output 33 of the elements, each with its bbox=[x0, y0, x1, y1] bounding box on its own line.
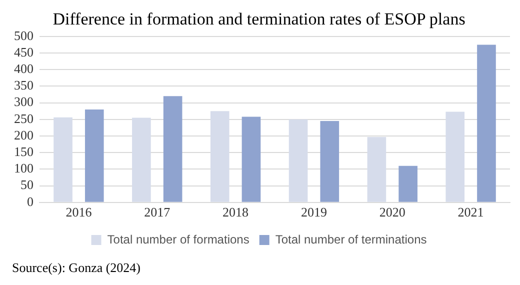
x-tick-label: 2017 bbox=[144, 204, 171, 220]
source-note: Source(s): Gonza (2024) bbox=[11, 260, 142, 276]
legend-label: Total number of terminations bbox=[275, 232, 427, 246]
bar bbox=[398, 166, 418, 202]
y-tick-label: 250 bbox=[14, 110, 34, 126]
y-tick-label: 0 bbox=[27, 194, 34, 209]
y-tick-label: 500 bbox=[14, 28, 34, 43]
legend-label: Total number of formations bbox=[107, 232, 250, 246]
bar bbox=[54, 117, 72, 202]
y-tick-label: 350 bbox=[14, 78, 34, 93]
bar bbox=[320, 121, 340, 202]
bar bbox=[84, 109, 104, 202]
y-tick-label: 400 bbox=[14, 61, 34, 76]
y-tick-label: 150 bbox=[14, 144, 34, 160]
x-tick-label: 2018 bbox=[222, 204, 249, 220]
y-tick-label: 300 bbox=[14, 94, 34, 110]
x-tick-label: 2019 bbox=[300, 204, 327, 220]
bar bbox=[477, 44, 496, 202]
y-tick-label: 450 bbox=[14, 44, 34, 60]
bar bbox=[288, 119, 308, 202]
bar bbox=[446, 112, 465, 202]
y-tick-label: 50 bbox=[20, 177, 34, 192]
bar bbox=[163, 96, 182, 202]
bar bbox=[210, 111, 230, 202]
chart-title: Difference in formation and termination rates of ESOP plans bbox=[52, 10, 466, 29]
bar bbox=[242, 116, 261, 202]
x-tick-label: 2016 bbox=[66, 204, 92, 220]
y-tick-label: 200 bbox=[14, 127, 34, 142]
bar bbox=[132, 118, 151, 202]
bar bbox=[367, 136, 386, 202]
x-tick-label: 2020 bbox=[379, 204, 406, 220]
x-tick-label: 2021 bbox=[458, 204, 484, 220]
y-tick-label: 100 bbox=[14, 160, 34, 176]
